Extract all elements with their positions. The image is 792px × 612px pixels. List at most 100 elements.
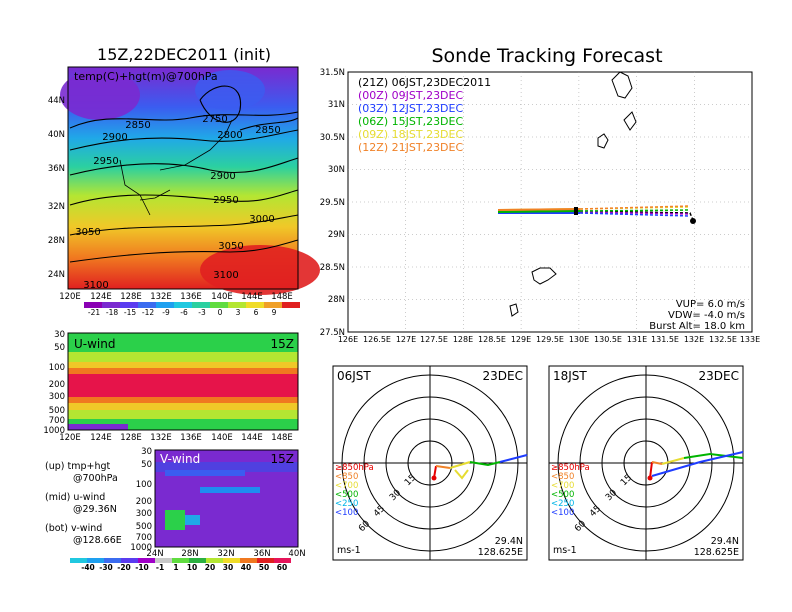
panel-legend: (up) tmp+hgt @700hPa (mid) u-wind @29.36… (45, 461, 122, 546)
svg-text:132.5E: 132.5E (709, 335, 737, 344)
svg-text:1000: 1000 (130, 543, 152, 553)
temp-height-map: 15Z,22DEC2011 (init) 2750 2800 2850 (48, 45, 320, 302)
svg-text:124E: 124E (90, 433, 112, 443)
legend-item-21z: (21Z) 06JST,23DEC2011 (358, 76, 491, 89)
track-title: Sonde Tracking Forecast (431, 45, 662, 67)
wind-colorbar-swatch (104, 558, 121, 563)
svg-text:40: 40 (241, 563, 251, 572)
svg-text:ms-1: ms-1 (337, 545, 361, 556)
svg-text:3050: 3050 (218, 241, 243, 252)
map-lon-ticks: 120E 124E 128E 132E 136E 140E 144E 148E (59, 292, 293, 302)
svg-text:-30: -30 (99, 563, 113, 572)
svg-text:133E: 133E (740, 335, 760, 344)
svg-text:136E: 136E (180, 433, 202, 443)
svg-text:126E: 126E (338, 335, 358, 344)
svg-text:100: 100 (136, 480, 152, 490)
wind-colorbar-swatch (121, 558, 138, 563)
svg-text:-9: -9 (162, 308, 170, 317)
svg-text:130.5E: 130.5E (594, 335, 622, 344)
wind-colorbar: -40 -30 -20 -10 -1 1 10 20 30 40 50 60 (70, 558, 291, 572)
svg-text:<250: <250 (551, 499, 574, 509)
track-legend: (21Z) 06JST,23DEC2011 (00Z) 09JST,23DEC … (358, 76, 491, 154)
svg-text:-10: -10 (135, 563, 149, 572)
map-lat-ticks: 44N 40N 36N 32N 28N 24N (48, 96, 65, 280)
svg-text:127E: 127E (396, 335, 416, 344)
vup-readout: VUP= 6.0 m/s (676, 299, 745, 310)
svg-text:124E: 124E (90, 292, 112, 302)
svg-text:28N: 28N (328, 295, 345, 305)
temp-colorbar-swatch (228, 302, 246, 308)
temp-colorbar-swatch (120, 302, 138, 308)
svg-text:3000: 3000 (249, 214, 274, 225)
svg-text:-12: -12 (142, 308, 154, 317)
wind-colorbar-swatch (189, 558, 206, 563)
svg-text:<500: <500 (551, 490, 574, 500)
svg-text:-20: -20 (117, 563, 131, 572)
svg-text:40N: 40N (288, 549, 305, 559)
svg-text:-3: -3 (198, 308, 206, 317)
svg-text:128E: 128E (120, 433, 142, 443)
legend-item-00z: (00Z) 09JST,23DEC (358, 89, 463, 102)
svg-text:50: 50 (54, 343, 65, 353)
svg-text:130E: 130E (569, 335, 589, 344)
svg-text:18JST: 18JST (553, 369, 587, 383)
svg-text:28N: 28N (181, 549, 198, 559)
svg-text:129E: 129E (511, 335, 531, 344)
svg-text:28N: 28N (48, 236, 65, 246)
svg-text:-6: -6 (180, 308, 188, 317)
svg-text:300: 300 (49, 392, 65, 402)
svg-text:<850: <850 (551, 472, 574, 482)
temp-colorbar-swatch (102, 302, 120, 308)
svg-text:<100: <100 (335, 508, 358, 518)
svg-text:132E: 132E (150, 433, 172, 443)
svg-text:<500: <500 (335, 490, 358, 500)
temp-colorbar: -21 -18 -15 -12 -9 -6 -3 0 3 6 9 (84, 302, 300, 317)
svg-text:(bot) v-wind: (bot) v-wind (45, 523, 102, 534)
wind-colorbar-swatch (257, 558, 274, 563)
wind-colorbar-swatch (155, 558, 172, 563)
svg-text:2800: 2800 (217, 130, 242, 141)
map-title: 15Z,22DEC2011 (init) (97, 45, 271, 64)
svg-text:24N: 24N (146, 549, 163, 559)
svg-text:24N: 24N (48, 270, 65, 280)
legend-item-06z: (06Z) 15JST,23DEC (358, 115, 463, 128)
svg-text:-40: -40 (81, 563, 95, 572)
v-wind-section: V-wind 15Z 30 50 100 200 300 500 700 100… (130, 447, 305, 559)
svg-text:131.5E: 131.5E (651, 335, 679, 344)
svg-text:60: 60 (277, 563, 287, 572)
svg-text:-21: -21 (88, 308, 100, 317)
svg-text:0: 0 (218, 308, 223, 317)
svg-text:30.5N: 30.5N (320, 133, 345, 143)
map-inner-label: temp(C)+hgt(m)@700hPa (74, 70, 218, 83)
svg-text:27.5N: 27.5N (320, 328, 345, 338)
svg-text:128.5E: 128.5E (478, 335, 506, 344)
svg-text:128.625E: 128.625E (478, 547, 523, 558)
svg-text:36N: 36N (48, 164, 65, 174)
hodograph-18jst: 15 30 45 60 18JST 23DEC 29.4N 128.625E m… (548, 365, 744, 561)
svg-text:20: 20 (205, 563, 215, 572)
svg-text:2850: 2850 (125, 120, 150, 131)
svg-text:148E: 148E (271, 433, 293, 443)
svg-text:29.5N: 29.5N (320, 198, 345, 208)
svg-text:3: 3 (236, 308, 241, 317)
svg-text:@29.36N: @29.36N (73, 504, 117, 515)
svg-text:40N: 40N (48, 130, 65, 140)
svg-text:2950: 2950 (213, 195, 238, 206)
svg-text:128E: 128E (120, 292, 142, 302)
svg-text:ms-1: ms-1 (553, 545, 577, 556)
hodograph-06jst: 15 30 45 60 06JST 23DEC 29.4N 128.625E m… (332, 365, 528, 561)
temp-colorbar-swatch (282, 302, 300, 308)
svg-text:128E: 128E (453, 335, 473, 344)
svg-text:3100: 3100 (213, 270, 238, 281)
vdw-readout: VDW= -4.0 m/s (668, 310, 745, 321)
svg-text:<100: <100 (551, 508, 574, 518)
svg-text:50: 50 (259, 563, 269, 572)
svg-text:≥850hPa: ≥850hPa (335, 463, 374, 473)
svg-text:28.5N: 28.5N (320, 263, 345, 273)
svg-text:140E: 140E (211, 292, 233, 302)
svg-text:31N: 31N (328, 100, 345, 110)
svg-text:140E: 140E (211, 433, 233, 443)
svg-text:129.5E: 129.5E (536, 335, 564, 344)
svg-text:9: 9 (272, 308, 277, 317)
svg-text:120E: 120E (59, 292, 81, 302)
